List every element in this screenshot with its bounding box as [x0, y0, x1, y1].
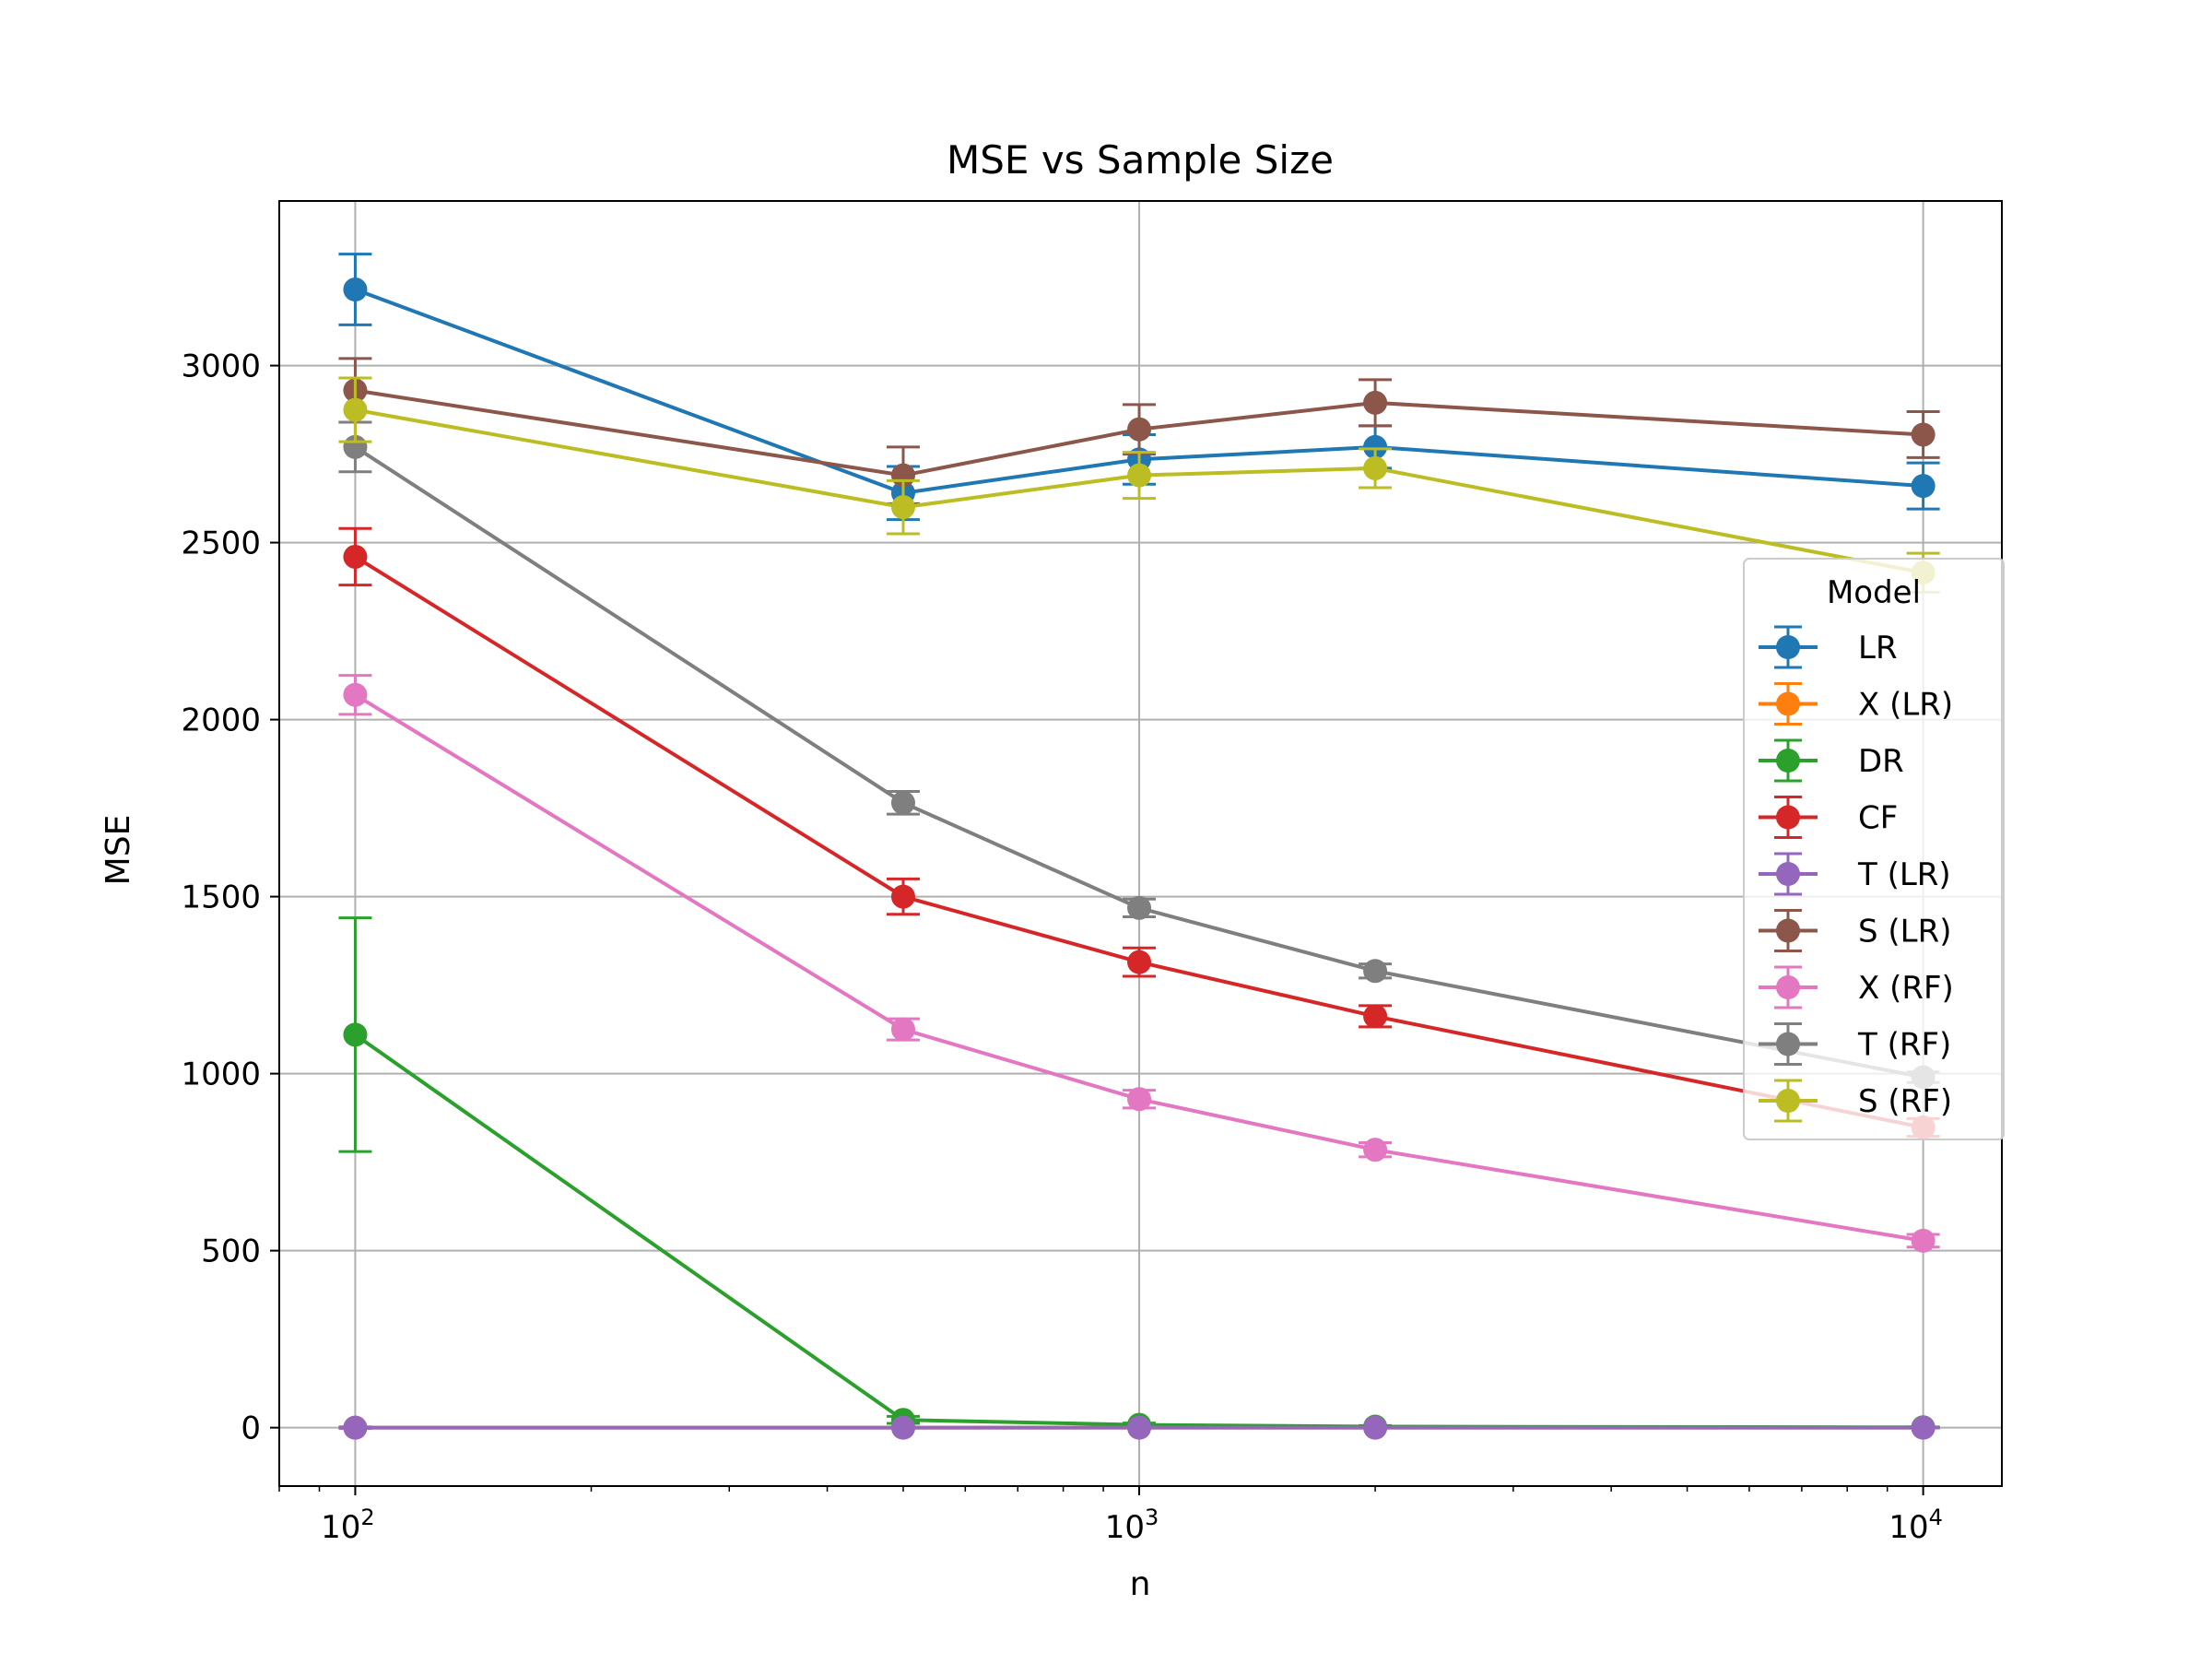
series-t-lr — [338, 1415, 1940, 1440]
legend-swatch-marker — [1776, 805, 1800, 830]
y-tick-label: 500 — [201, 1233, 261, 1270]
legend-swatch-marker — [1776, 691, 1800, 716]
x-tick-exponent: 2 — [360, 1505, 374, 1530]
data-point-cf — [343, 544, 368, 569]
data-point-s-lr — [1911, 422, 1936, 447]
data-point-dr — [343, 1022, 368, 1047]
legend-item-s-lr: S (LR) — [1759, 909, 1952, 952]
data-point-cf — [1127, 950, 1152, 974]
x-tick-base: 10 — [321, 1509, 360, 1546]
data-point-lr — [1363, 434, 1388, 459]
data-point-x-rf — [1363, 1138, 1388, 1162]
data-point-lr — [1911, 474, 1936, 499]
legend-swatch-marker — [1776, 918, 1800, 943]
data-point-s-rf — [890, 495, 915, 520]
series-x-rf — [338, 674, 1940, 1253]
legend-item-cf: CF — [1759, 796, 1898, 839]
legend-item-t-lr: T (LR) — [1759, 852, 1951, 896]
legend-item-s-rf: S (RF) — [1759, 1079, 1952, 1123]
y-tick-label: 1500 — [181, 879, 261, 916]
x-tick-label: 104 — [1888, 1505, 1943, 1546]
legend-item-t-rf: T (RF) — [1759, 1022, 1951, 1066]
series-s-rf — [338, 376, 1940, 594]
data-point-s-lr — [1363, 390, 1388, 415]
x-axis-label: n — [1130, 1565, 1151, 1603]
x-tick-label: 102 — [321, 1505, 375, 1546]
legend-item-x-lr: X (LR) — [1759, 682, 1953, 726]
legend-label: S (RF) — [1858, 1083, 1952, 1120]
legend-title: Model — [1827, 574, 1921, 611]
data-point-t-lr — [890, 1415, 915, 1440]
data-point-t-lr — [1127, 1415, 1152, 1440]
legend-swatch-marker — [1776, 975, 1800, 999]
legend-label: T (RF) — [1857, 1027, 1951, 1064]
legend-label: T (LR) — [1857, 856, 1951, 893]
data-point-t-rf — [890, 790, 915, 815]
data-point-x-rf — [1911, 1228, 1936, 1253]
x-tick-base: 10 — [1888, 1509, 1928, 1546]
legend-item-x-rf: X (RF) — [1759, 965, 1954, 1009]
y-tick-label: 0 — [241, 1410, 261, 1447]
x-tick-exponent: 3 — [1145, 1505, 1159, 1530]
data-point-t-lr — [343, 1415, 368, 1440]
y-tick-label: 2000 — [181, 702, 261, 739]
chart-title: MSE vs Sample Size — [947, 137, 1334, 183]
legend-item-dr: DR — [1759, 738, 1904, 783]
y-tick-label: 2500 — [181, 525, 261, 562]
y-axis-label: MSE — [100, 815, 137, 886]
data-point-x-rf — [343, 682, 368, 707]
legend-label: LR — [1858, 630, 1898, 667]
data-point-t-rf — [1363, 959, 1388, 984]
data-point-t-rf — [1127, 895, 1152, 920]
data-point-x-rf — [890, 1017, 915, 1042]
x-tick-exponent: 4 — [1929, 1505, 1943, 1530]
data-point-x-rf — [1127, 1087, 1152, 1112]
y-tick-label: 1000 — [181, 1056, 261, 1093]
data-point-s-lr — [1127, 417, 1152, 442]
legend-label: X (LR) — [1858, 687, 1953, 724]
data-point-cf — [1363, 1004, 1388, 1029]
legend-label: DR — [1858, 743, 1904, 780]
legend-swatch-marker — [1776, 1089, 1800, 1113]
legend-item-lr: LR — [1759, 625, 1898, 669]
legend: Model LR X (LR) DR CF T (LR) S (LR) X (RF) T (RF… — [1743, 558, 2005, 1140]
data-point-lr — [343, 277, 368, 302]
legend-label: CF — [1858, 800, 1898, 837]
legend-label: S (LR) — [1858, 914, 1952, 950]
series-layer — [338, 253, 1940, 1440]
data-point-s-rf — [1127, 463, 1152, 488]
legend-swatch-marker — [1776, 862, 1800, 886]
legend-swatch-marker — [1776, 749, 1800, 773]
legend-swatch-marker — [1776, 1032, 1800, 1056]
data-point-cf — [890, 884, 915, 909]
data-point-s-rf — [1363, 455, 1388, 480]
y-tick-label: 3000 — [181, 348, 261, 385]
legend-swatch-marker — [1776, 635, 1800, 659]
data-point-t-lr — [1363, 1415, 1388, 1440]
data-point-t-lr — [1911, 1415, 1936, 1440]
x-tick-label: 103 — [1105, 1505, 1159, 1546]
x-tick-base: 10 — [1105, 1509, 1145, 1546]
data-point-s-rf — [343, 397, 368, 422]
legend-label: X (RF) — [1858, 970, 1954, 1007]
